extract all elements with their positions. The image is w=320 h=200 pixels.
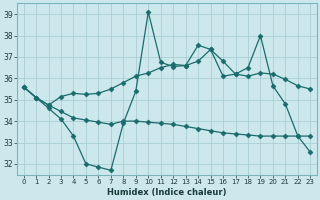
X-axis label: Humidex (Indice chaleur): Humidex (Indice chaleur) <box>107 188 227 197</box>
